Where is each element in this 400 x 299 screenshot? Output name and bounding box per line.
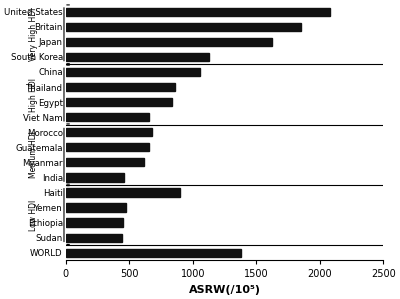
Bar <box>66 143 149 151</box>
Text: Low HDI: Low HDI <box>29 199 38 231</box>
X-axis label: ASRW(/10⁵): ASRW(/10⁵) <box>188 285 260 295</box>
Bar <box>66 7 330 16</box>
Bar <box>66 173 124 181</box>
Bar <box>66 219 123 227</box>
Bar <box>66 234 122 242</box>
Text: Medium HDI: Medium HDI <box>29 131 38 178</box>
Bar <box>66 53 209 61</box>
Bar <box>66 128 152 136</box>
Bar <box>66 68 200 76</box>
Bar <box>66 188 180 197</box>
Bar <box>66 248 241 257</box>
Bar <box>66 113 150 121</box>
Bar <box>66 98 172 106</box>
Bar <box>66 203 126 212</box>
Bar <box>66 158 144 167</box>
Bar <box>66 83 175 91</box>
Bar <box>66 23 301 31</box>
Bar <box>66 38 272 46</box>
Text: High HDI: High HDI <box>29 77 38 112</box>
Text: Very High HDI: Very High HDI <box>29 7 38 61</box>
